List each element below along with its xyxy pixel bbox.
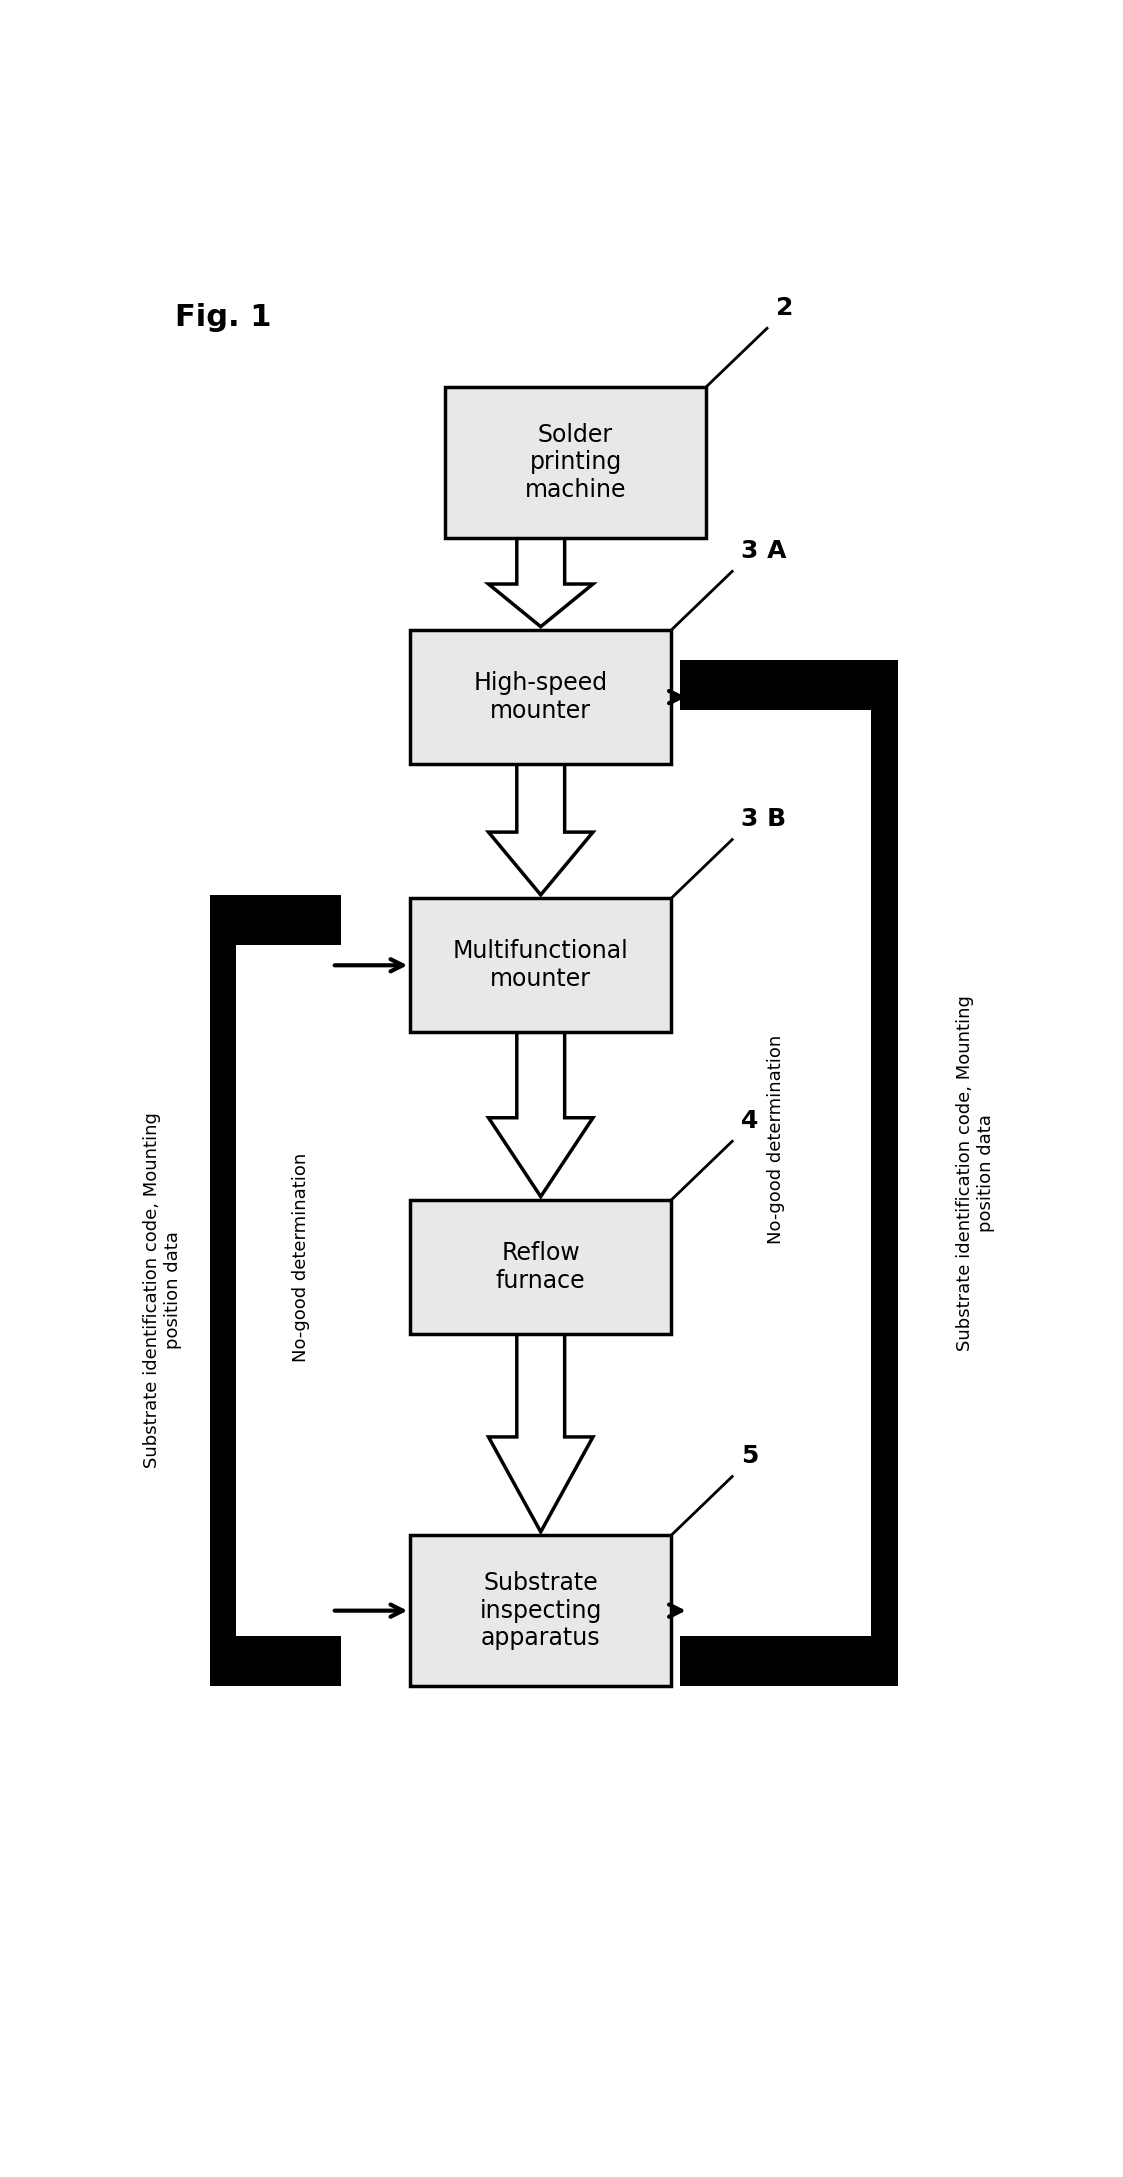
Text: Reflow
furnace: Reflow furnace bbox=[496, 1241, 585, 1293]
Text: 4: 4 bbox=[741, 1108, 758, 1132]
Bar bbox=[871, 660, 897, 1685]
Bar bbox=[410, 899, 672, 1032]
Text: Fig. 1: Fig. 1 bbox=[175, 303, 272, 333]
Bar bbox=[679, 1635, 897, 1685]
Polygon shape bbox=[489, 764, 593, 895]
Text: Solder
printing
machine: Solder printing machine bbox=[524, 422, 627, 503]
Bar bbox=[210, 1635, 340, 1685]
Text: Substrate
inspecting
apparatus: Substrate inspecting apparatus bbox=[480, 1572, 602, 1650]
Bar bbox=[210, 895, 340, 945]
Text: High-speed
mounter: High-speed mounter bbox=[474, 671, 608, 723]
Text: 5: 5 bbox=[741, 1443, 758, 1467]
Polygon shape bbox=[489, 1335, 593, 1533]
Text: Substrate identification code, Mounting
position data: Substrate identification code, Mounting … bbox=[143, 1112, 182, 1469]
Bar bbox=[210, 895, 236, 1685]
Text: 3 A: 3 A bbox=[741, 540, 786, 564]
Text: No-good determination: No-good determination bbox=[767, 1034, 785, 1245]
Bar bbox=[679, 660, 897, 710]
Bar bbox=[410, 1200, 672, 1335]
Text: Substrate identification code, Mounting
position data: Substrate identification code, Mounting … bbox=[957, 995, 995, 1352]
Bar bbox=[445, 388, 706, 538]
Text: Multifunctional
mounter: Multifunctional mounter bbox=[453, 940, 629, 991]
Text: No-good determination: No-good determination bbox=[292, 1152, 310, 1361]
Polygon shape bbox=[489, 1032, 593, 1197]
Bar bbox=[410, 1535, 672, 1685]
Bar bbox=[410, 629, 672, 764]
Text: 2: 2 bbox=[776, 296, 793, 320]
Polygon shape bbox=[489, 538, 593, 627]
Text: 3 B: 3 B bbox=[741, 808, 786, 832]
